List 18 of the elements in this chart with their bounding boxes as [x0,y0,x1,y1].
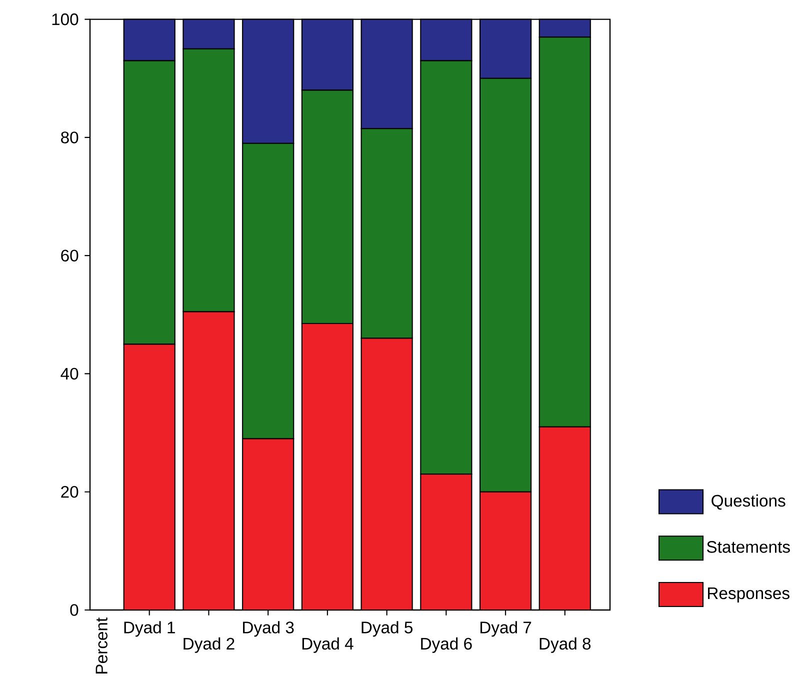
legend-label: Questions [712,494,786,510]
y-tick-label: 20 [61,486,78,498]
x-tick-label: Dyad 2 [184,637,234,653]
legend-label: Responses [708,588,790,602]
y-axis-title: Percent [96,618,108,674]
x-tick-label: Dyad 8 [540,637,591,653]
y-tick-label: 100 [52,13,78,26]
x-tick-label: Dyad 1 [124,621,175,637]
y-tick-label: 0 [70,604,78,616]
x-tick-label: Dyad 3 [243,621,294,637]
legend-label: Statements [706,541,790,553]
x-tick-label: Dyad 6 [421,637,472,653]
y-tick-label: 60 [61,250,78,262]
x-tick-label: Dyad 7 [480,621,532,637]
x-tick-label: Dyad 4 [302,637,354,653]
y-tick-label: 80 [61,132,78,144]
x-tick-label: Dyad 5 [362,621,412,637]
y-tick-label: 40 [60,368,78,380]
